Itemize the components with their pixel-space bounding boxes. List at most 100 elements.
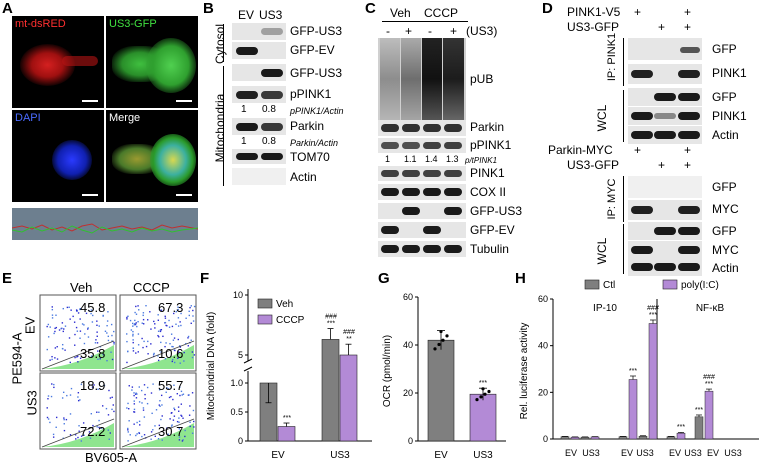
flow-event — [164, 357, 167, 360]
blot-label: TOM70 — [290, 150, 330, 164]
flow-event — [133, 408, 136, 411]
blot-label: GFP-EV — [290, 43, 335, 57]
bar-polyic — [648, 323, 658, 440]
y-tick-label: 5 — [238, 350, 243, 360]
flow-event — [75, 326, 78, 329]
flow-event — [79, 357, 82, 359]
lane-label-us3: US3 — [259, 8, 283, 22]
flow-event — [179, 346, 182, 348]
flow-event — [168, 319, 170, 322]
flow-event — [94, 342, 97, 344]
lane-sign: + — [684, 20, 692, 34]
quant-label: pPINK1/Actin — [290, 106, 344, 116]
blot-label: GFP — [712, 90, 737, 104]
flow-event — [139, 424, 141, 426]
flow-event — [75, 310, 78, 312]
flow-event — [142, 323, 145, 325]
ip-divider — [623, 176, 624, 222]
quant-label: p/tPINK1 — [465, 156, 498, 165]
flow-event — [70, 309, 72, 311]
flow-event — [51, 358, 53, 361]
flow-event — [63, 429, 66, 432]
flow-event — [99, 346, 102, 348]
flow-event — [188, 310, 190, 313]
x-tick-label: US3 — [684, 448, 702, 458]
significance-label: *** — [695, 407, 703, 414]
blot-c-cox2 — [378, 184, 466, 200]
flow-event — [96, 335, 98, 337]
flow-event — [90, 355, 93, 357]
flow-event — [47, 398, 49, 400]
significance-label: ### — [343, 329, 355, 336]
flow-event — [62, 437, 64, 439]
lane-sign: - — [428, 24, 432, 38]
flow-event — [97, 358, 99, 361]
y-tick-label: 1.0 — [230, 378, 243, 388]
bar-ctl — [638, 435, 648, 440]
flow-event — [158, 404, 161, 406]
flow-event — [157, 334, 159, 337]
col-label-cccp: CCCP — [133, 280, 170, 295]
flow-event — [136, 325, 138, 328]
flow-event — [133, 392, 135, 394]
flow-event — [54, 327, 56, 330]
data-point — [479, 395, 483, 399]
flow-event — [133, 423, 135, 425]
flow-event — [152, 353, 155, 356]
flow-event — [133, 394, 135, 397]
bar-polyic — [676, 432, 686, 440]
flow-event — [180, 414, 182, 417]
quadrant-value: 55.7 — [158, 378, 184, 393]
flow-event — [111, 396, 113, 399]
blot-label: Parkin — [290, 119, 325, 133]
significance-label: *** — [677, 424, 685, 431]
chart-h: 0 20 40 60 Rel. luciferase activity Ctl poly(I… — [519, 279, 759, 458]
flow-event — [102, 315, 104, 317]
significance-label: *** — [649, 312, 657, 319]
flow-event — [132, 322, 134, 325]
significance-label: *** — [327, 321, 335, 328]
group-label: IP-10 — [593, 303, 617, 314]
flow-event — [160, 328, 163, 331]
flow-event — [131, 386, 134, 388]
micrograph-us3-gfp: US3-GFP — [106, 16, 198, 108]
flow-event — [128, 408, 130, 410]
flow-event — [97, 388, 99, 390]
flow-event — [88, 431, 91, 433]
flow-event — [160, 418, 162, 421]
blot-d-wcl-myc — [628, 241, 702, 259]
flow-event — [191, 356, 194, 359]
flow-event — [126, 318, 128, 320]
x-tick-label: US3 — [582, 448, 600, 458]
flow-event — [47, 395, 50, 397]
flow-event — [172, 419, 175, 421]
blot-label: GFP-EV — [470, 223, 515, 237]
group-underline — [382, 21, 422, 22]
quadrant-value: 30.7 — [158, 424, 184, 439]
flow-event — [172, 398, 174, 401]
flow-event — [135, 305, 137, 308]
flow-event — [173, 415, 176, 417]
flow-event — [69, 434, 72, 436]
flow-event — [131, 389, 133, 391]
flow-event — [150, 438, 152, 440]
flow-event — [173, 337, 176, 339]
bar-ctl — [666, 436, 676, 440]
blot-d-ip-gfp — [628, 38, 702, 60]
flow-event — [142, 312, 145, 314]
flow-event — [104, 330, 107, 332]
flow-event — [159, 400, 161, 402]
y-tick-label: 0 — [238, 436, 243, 446]
flow-event — [46, 325, 48, 328]
flow-event — [172, 346, 174, 348]
flow-event — [142, 346, 144, 349]
flow-event — [170, 425, 173, 427]
flow-event — [56, 346, 58, 348]
flow-event — [147, 353, 149, 355]
wcl-label: WCL — [595, 104, 609, 132]
flow-event — [74, 356, 76, 359]
flow-event — [128, 385, 130, 387]
x-tick-label: EV — [565, 448, 577, 458]
lane-sign: + — [684, 143, 692, 157]
flow-event — [170, 333, 173, 335]
